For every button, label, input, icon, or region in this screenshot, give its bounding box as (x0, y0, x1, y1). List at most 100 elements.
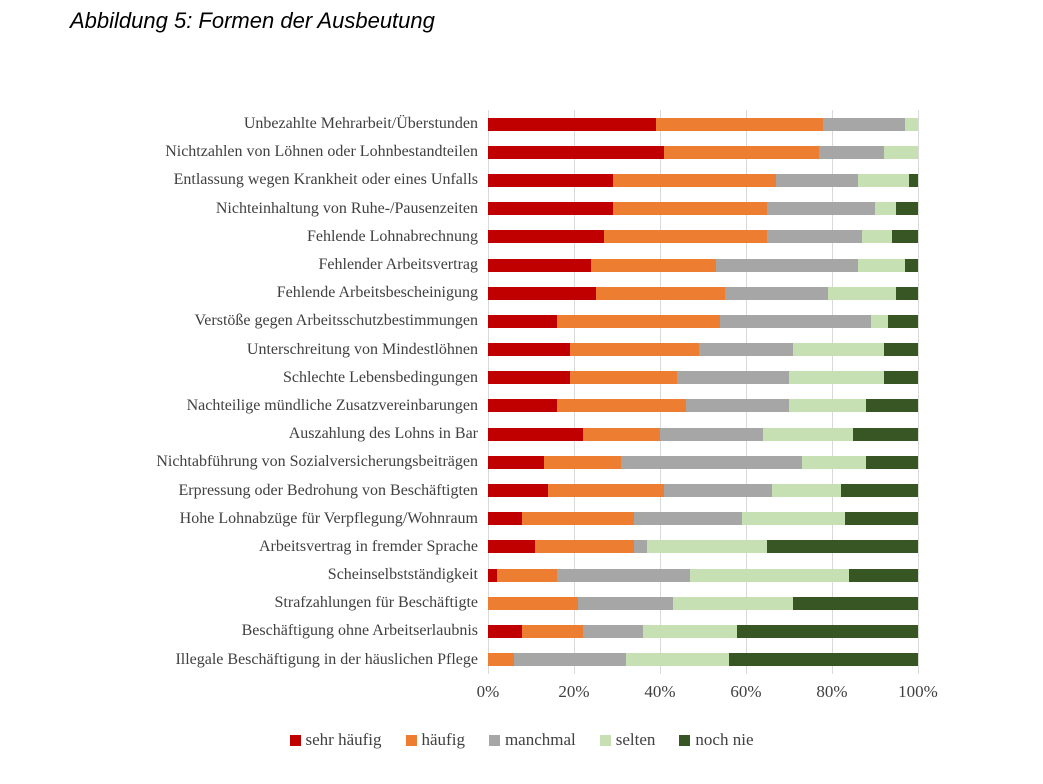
bar-segment-sehr-häufig (488, 624, 523, 638)
bar-segment-manchmal (556, 568, 691, 582)
category-label: Fehlende Arbeitsbescheinigung (276, 284, 478, 302)
category-label: Fehlende Lohnabrechnung (306, 227, 478, 245)
legend-item: sehr häufig (289, 730, 382, 750)
category-label: Schlechte Lebensbedingungen (282, 368, 478, 386)
bar-segment-manchmal (664, 484, 772, 498)
x-tick-label: 40% (644, 682, 676, 701)
bar-row: Fehlende Lohnabrechnung (0, 223, 1043, 251)
bar-segment-noch-nie (866, 455, 918, 469)
category-label: Auszahlung des Lohns in Bar (288, 425, 478, 443)
gridline (918, 110, 919, 674)
bar-segment-noch-nie (793, 596, 918, 610)
category-label: Unbezahlte Mehrarbeit/Überstunden (243, 115, 478, 133)
gridline (746, 110, 747, 674)
bar-track (488, 314, 918, 328)
bar-segment-manchmal (724, 286, 828, 300)
bar-segment-selten (763, 427, 854, 441)
gridline (574, 110, 575, 674)
bar-segment-selten (788, 371, 884, 385)
category-label: Hohe Lohnabzüge für Verpflegung/Wohnraum (179, 509, 478, 527)
bar-row: Erpressung oder Bedrohung von Beschäftig… (0, 476, 1043, 504)
bar-row: Arbeitsvertrag in fremder Sprache (0, 533, 1043, 561)
bar-segment-sehr-häufig (488, 455, 544, 469)
bar-row: Fehlende Arbeitsbescheinigung (0, 279, 1043, 307)
category-label: Unterschreitung von Mindestlöhnen (246, 340, 478, 358)
legend-label: noch nie (695, 730, 754, 749)
bar-segment-noch-nie (883, 371, 918, 385)
category-label: Beschäftigung ohne Arbeitserlaubnis (241, 622, 478, 640)
bar-segment-manchmal (621, 455, 802, 469)
bar-segment-noch-nie (767, 540, 918, 554)
bar-segment-noch-nie (892, 230, 918, 244)
bar-segment-sehr-häufig (488, 540, 536, 554)
bar-segment-noch-nie (728, 653, 918, 667)
category-label: Illegale Beschäftigung in der häuslichen… (175, 650, 478, 668)
bar-segment-noch-nie (887, 314, 918, 328)
bar-row: Nachteilige mündliche Zusatzvereinbarung… (0, 392, 1043, 420)
legend-item: selten (599, 730, 655, 750)
legend-swatch-icon (599, 734, 611, 746)
x-tick-label: 0% (476, 682, 500, 701)
bar-segment-selten (857, 258, 906, 272)
category-label: Entlassung wegen Krankheit oder eines Un… (173, 171, 478, 189)
legend-swatch-icon (289, 734, 301, 746)
bar-segment-manchmal (720, 314, 871, 328)
bar-segment-häufig (522, 512, 635, 526)
bar-segment-noch-nie (866, 399, 918, 413)
bar-track (488, 117, 918, 131)
bar-segment-manchmal (634, 540, 648, 554)
bar-track (488, 371, 918, 385)
bar-segment-häufig (604, 230, 768, 244)
bar-segment-noch-nie (849, 568, 918, 582)
bar-segment-sehr-häufig (488, 512, 523, 526)
bar-segment-häufig (569, 371, 678, 385)
legend-label: manchmal (504, 730, 576, 749)
bar-segment-manchmal (819, 145, 884, 159)
bar-track (488, 399, 918, 413)
bar-track (488, 173, 918, 187)
bar-segment-selten (862, 230, 893, 244)
bar-segment-noch-nie (896, 202, 918, 216)
bar-segment-sehr-häufig (488, 258, 592, 272)
x-tick-label: 80% (816, 682, 848, 701)
bar-track (488, 455, 918, 469)
bar-segment-häufig (569, 343, 699, 357)
bar-segment-sehr-häufig (488, 343, 570, 357)
bar-row: Nichtabführung von Sozialversicherungsbe… (0, 448, 1043, 476)
bar-segment-häufig (664, 145, 820, 159)
bar-segment-noch-nie (909, 173, 918, 187)
bar-segment-noch-nie (853, 427, 918, 441)
bar-segment-manchmal (767, 230, 863, 244)
bar-segment-noch-nie (840, 484, 918, 498)
bar-chart-rows: Unbezahlte Mehrarbeit/Überstunden Nichtza… (0, 110, 1043, 674)
bar-segment-häufig (548, 484, 665, 498)
bar-segment-manchmal (578, 596, 673, 610)
bar-segment-manchmal (776, 173, 858, 187)
bar-row: Nichtzahlen von Löhnen oder Lohnbestandt… (0, 138, 1043, 166)
bar-segment-selten (905, 117, 918, 131)
bar-segment-manchmal (582, 624, 643, 638)
category-label: Erpressung oder Bedrohung von Beschäftig… (178, 481, 478, 499)
bar-segment-häufig (582, 427, 660, 441)
bar-segment-sehr-häufig (488, 399, 557, 413)
bar-track (488, 512, 918, 526)
bar-segment-noch-nie (737, 624, 918, 638)
bar-segment-selten (870, 314, 888, 328)
bar-segment-selten (793, 343, 884, 357)
bar-row: Fehlender Arbeitsvertrag (0, 251, 1043, 279)
bar-segment-selten (771, 484, 841, 498)
bar-row: Verstöße gegen Arbeitsschutzbestimmungen (0, 307, 1043, 335)
bar-segment-häufig (591, 258, 716, 272)
bar-segment-häufig (556, 314, 721, 328)
legend-swatch-icon (679, 734, 691, 746)
plot-gridlines (488, 110, 919, 674)
legend-swatch-icon (405, 734, 417, 746)
bar-segment-selten (857, 173, 910, 187)
chart-legend: sehr häufig häufig manchmal selten noch nie (0, 730, 1043, 750)
bar-track (488, 258, 918, 272)
bar-segment-häufig (543, 455, 622, 469)
bar-segment-selten (690, 568, 850, 582)
bar-track (488, 540, 918, 554)
category-label: Arbeitsvertrag in fremder Sprache (258, 537, 478, 555)
